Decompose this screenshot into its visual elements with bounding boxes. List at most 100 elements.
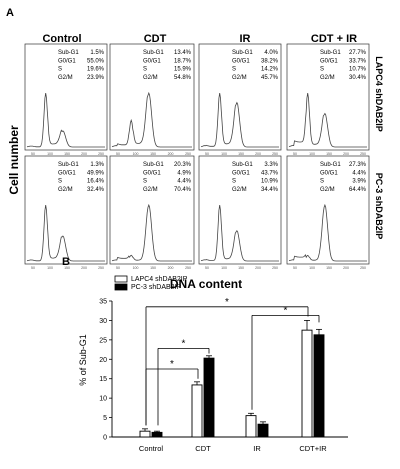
phase-percentage: 49.9% [87, 170, 105, 176]
significance-marker: * [182, 338, 186, 349]
phase-percentage: 55.0% [87, 58, 105, 64]
phase-percentage: 19.6% [87, 67, 105, 73]
histogram-tick-label: 100 [221, 152, 227, 156]
phase-percentage: 3.3% [264, 162, 278, 168]
phase-label: G0/G1 [232, 58, 250, 64]
column-header-control: Control [42, 33, 81, 45]
phase-percentage: 4.4% [352, 170, 366, 176]
histogram-tick-label: 200 [343, 266, 349, 270]
histogram-panel: 50 100 150 200 250 Sub-G1 1.5% G0/G1 55.0% S 19.6%… [24, 43, 108, 156]
phase-percentage: 32.4% [87, 187, 105, 193]
histogram-frame [109, 155, 195, 265]
histogram-tick-label: 150 [150, 152, 156, 156]
y-tick-label: 25 [99, 337, 107, 344]
histogram-panel: 50 100 150 200 250 Sub-G1 27.3% G0/G1 4.4% S 3.9% G… [286, 155, 370, 270]
histogram-tick-label: 50 [116, 266, 120, 270]
phase-percentage: 64.4% [349, 187, 367, 193]
bar [203, 357, 215, 438]
phase-label: G2/M [232, 187, 247, 193]
histogram-tick-label: 150 [64, 266, 70, 270]
phase-label: G2/M [232, 75, 247, 81]
phase-label: S [143, 179, 147, 185]
phase-percentage: 54.8% [174, 75, 192, 81]
phase-label: G0/G1 [143, 58, 161, 64]
x-tick-label: CDT+IR [299, 444, 327, 453]
legend-label: PC-3 shDAB2IP [131, 284, 182, 291]
panel-a-y-axis-label: Cell number [7, 125, 21, 195]
histogram-tick-label: 250 [360, 266, 366, 270]
bar-chart-y-axis-label: % of Sub-G1 [78, 334, 88, 386]
histogram-panel: 50 100 150 200 250 Sub-G1 4.0% G0/G1 38.2% S 14.2%… [198, 43, 282, 156]
histogram-frame [198, 155, 282, 265]
histogram-tick-label: 250 [272, 266, 278, 270]
histogram-tick-label: 100 [133, 152, 139, 156]
histogram-tick-label: 250 [98, 152, 104, 156]
histogram-frame [24, 155, 108, 265]
phase-percentage: 34.4% [261, 187, 279, 193]
significance-bracket: * [145, 359, 199, 426]
histogram-tick-label: 100 [221, 266, 227, 270]
phase-percentage: 1.5% [90, 50, 104, 56]
phase-percentage: 30.4% [349, 75, 367, 81]
phase-label: S [320, 67, 324, 73]
significance-marker: * [170, 359, 174, 370]
histogram-tick-label: 100 [47, 266, 53, 270]
histogram-tick-label: 50 [293, 266, 297, 270]
row-label-lapc4: LAPC4 shDAB2IP [374, 56, 384, 132]
y-tick-label: 30 [99, 318, 107, 325]
histogram-tick-label: 50 [31, 152, 35, 156]
phase-label: Sub-G1 [320, 162, 341, 168]
phase-label: Sub-G1 [58, 162, 79, 168]
phase-label: G2/M [143, 75, 158, 81]
bar [151, 431, 163, 438]
histogram-tick-label: 250 [272, 152, 278, 156]
column-header-cdt-ir: CDT + IR [311, 33, 357, 45]
histogram-tick-label: 250 [185, 152, 191, 156]
histogram-curve [111, 91, 192, 148]
significance-marker: * [284, 305, 288, 316]
histogram-tick-label: 200 [343, 152, 349, 156]
y-tick-label: 10 [99, 396, 107, 403]
histogram-tick-label: 250 [98, 266, 104, 270]
phase-label: G0/G1 [320, 58, 338, 64]
row-label-pc3: PC-3 shDAB2IP [374, 173, 384, 240]
phase-percentage: 45.7% [261, 75, 279, 81]
phase-label: Sub-G1 [143, 50, 164, 56]
histogram-tick-label: 150 [238, 266, 244, 270]
phase-label: S [58, 67, 62, 73]
significance-bracket: * [251, 305, 320, 410]
phase-percentage: 70.4% [174, 187, 192, 193]
y-tick-label: 15 [99, 376, 107, 383]
histogram-panel: 50 100 150 200 250 Sub-G1 13.4% G0/G1 18.7% S 15.9… [109, 43, 195, 156]
phase-label: Sub-G1 [143, 162, 164, 168]
bar [257, 423, 269, 438]
histogram-tick-label: 150 [150, 266, 156, 270]
phase-label: S [143, 67, 147, 73]
histogram-tick-label: 100 [47, 152, 53, 156]
histogram-tick-label: 50 [205, 152, 209, 156]
histogram-panel: 50 100 150 200 250 Sub-G1 27.7% G0/G1 33.7% S 10.7… [286, 43, 370, 156]
histogram-frame [198, 43, 282, 151]
phase-percentage: 4.9% [177, 170, 191, 176]
histogram-tick-label: 200 [255, 152, 261, 156]
phase-percentage: 14.2% [261, 67, 279, 73]
phase-percentage: 43.7% [261, 170, 279, 176]
phase-percentage: 38.2% [261, 58, 279, 64]
phase-label: S [320, 179, 324, 185]
phase-label: Sub-G1 [232, 162, 253, 168]
legend-swatch [114, 283, 128, 291]
panel-b-label: B [62, 256, 70, 268]
histogram-frame [286, 43, 370, 151]
phase-label: G0/G1 [143, 170, 161, 176]
column-header-cdt: CDT [144, 33, 167, 45]
phase-label: Sub-G1 [320, 50, 341, 56]
bar [313, 334, 325, 438]
x-tick-label: IR [253, 444, 261, 453]
histogram-tick-label: 50 [205, 266, 209, 270]
histogram-tick-label: 200 [168, 152, 174, 156]
phase-label: G0/G1 [58, 58, 76, 64]
histogram-curve [26, 204, 105, 262]
phase-percentage: 10.9% [261, 179, 279, 185]
histogram-tick-label: 50 [31, 266, 35, 270]
